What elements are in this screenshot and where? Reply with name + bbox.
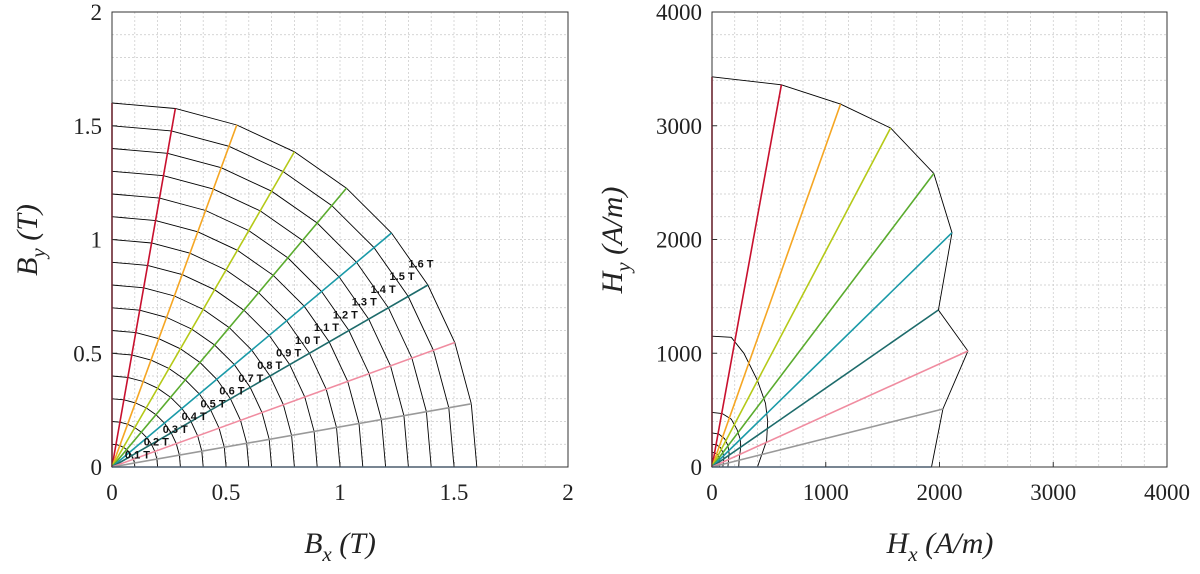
right-x-axis-label: Hx (A/m) [886,527,994,566]
level-label: 0.9 T [276,348,301,360]
b-contour-0.2 [111,421,159,468]
level-label: 0.8 T [257,360,282,372]
b-contour-1.4 [111,148,432,468]
b-contour-0.9 [111,261,318,468]
level-label: 0.4 T [182,411,207,423]
left-x-axis-label: Bx (T) [304,527,376,566]
y-tick-label: 1 [91,228,103,253]
h-ray-3 [711,127,892,468]
h-ray-4 [711,173,935,468]
right-x-tick-labels: 0 1000 2000 3000 4000 [706,462,1190,505]
y-tick-label: 3000 [656,114,702,139]
y-tick-label: 4000 [656,0,702,25]
b-contour-0.1 [111,443,136,468]
b-ray-10deg [111,403,472,468]
h-ray-8 [711,408,944,468]
level-label: 1.0 T [295,335,320,347]
right-grid [712,12,1167,467]
b-contour-0.3 [111,398,181,468]
left-y-axis-label: By (T) [11,204,50,276]
b-contour-0.6 [111,330,250,468]
level-label: 0.1 T [125,449,150,461]
b-contour-0.7 [111,307,273,468]
b-ray-60deg [111,151,296,468]
b-ray-30deg [111,284,429,468]
chart-panel-h-field: 0 1000 2000 3000 4000 0 1000 2000 3000 4000 Hx (… [596,0,1190,566]
y-tick-label: 0.5 [73,341,102,366]
y-tick-label: 1000 [656,341,702,366]
x-tick-label: 0 [706,480,718,505]
level-label: 1.6 T [408,258,433,270]
y-tick-label: 1.5 [73,114,102,139]
level-label: 0.7 T [238,373,263,385]
left-x-tick-labels: 0 0.5 1 1.5 2 [106,462,574,505]
b-contour-1.1 [111,216,364,468]
b-contour-1.2 [111,193,387,468]
x-tick-label: 1 [334,480,346,505]
left-grid [112,12,568,467]
right-y-axis-label: Hy (A/m) [596,187,635,295]
x-tick-label: 1.5 [440,480,469,505]
right-y-tick-labels: 0 1000 2000 3000 4000 [656,0,717,480]
level-label: 1.4 T [371,284,396,296]
y-tick-label: 0 [91,455,103,480]
level-label: 0.3 T [163,424,188,436]
level-label: 1.1 T [314,322,339,334]
y-tick-label: 2000 [656,228,702,253]
b-ray-80deg [111,108,177,468]
x-tick-label: 2 [562,480,574,505]
level-label: 0.5 T [201,398,226,410]
left-y-tick-labels: 0 0.5 1 1.5 2 [73,0,117,480]
b-ray-20deg [111,341,456,468]
y-tick-label: 2 [91,0,103,25]
b-contour-0.5 [111,352,227,468]
chart-panel-b-field: 0.1 T0.2 T0.3 T0.4 T0.5 T0.6 T0.7 T0.8 T… [11,0,574,566]
x-tick-label: 3000 [1030,480,1076,505]
x-tick-label: 2000 [917,480,963,505]
b-contour-0.4 [111,375,204,468]
h-ray-2 [711,103,842,468]
right-data [711,76,969,468]
h-contour-2 [711,411,741,468]
level-label: 1.3 T [352,297,377,309]
b-ray-70deg [111,124,238,468]
level-label: 1.5 T [390,271,415,283]
b-contour-1 [111,239,341,468]
h-contour-0 [711,76,969,468]
h-ray-6 [711,309,939,468]
x-tick-label: 1000 [803,480,849,505]
b-contour-0.8 [111,284,295,468]
left-level-labels: 0.1 T0.2 T0.3 T0.4 T0.5 T0.6 T0.7 T0.8 T… [125,258,434,461]
y-tick-label: 0 [691,455,703,480]
b-contour-1.3 [111,170,409,468]
level-label: 0.2 T [144,437,169,449]
x-tick-label: 0.5 [212,480,241,505]
b-contour-1.6 [111,102,478,468]
h-ray-1 [711,84,783,468]
b-ray-40deg [111,232,392,468]
x-tick-label: 4000 [1144,480,1190,505]
level-label: 0.6 T [219,386,244,398]
h-ray-7 [711,350,969,468]
x-tick-label: 0 [106,480,118,505]
h-ray-5 [711,232,953,468]
b-contour-1.5 [111,125,455,468]
b-ray-50deg [111,187,348,468]
level-label: 1.2 T [333,309,358,321]
